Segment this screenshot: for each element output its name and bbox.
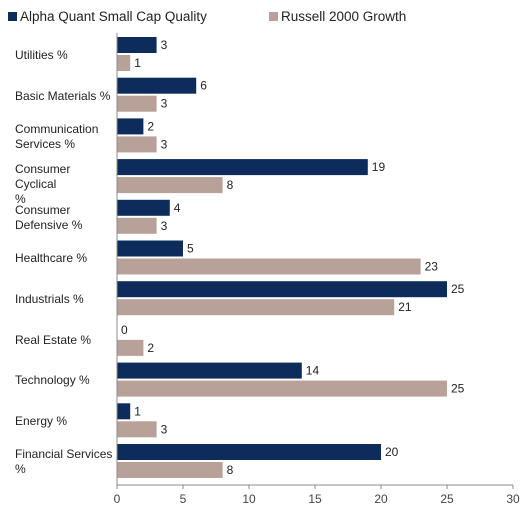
category-label: Utilities % bbox=[15, 47, 68, 62]
data-label: 0 bbox=[121, 323, 128, 337]
data-label: 20 bbox=[385, 445, 399, 459]
bar-alpha-quant bbox=[117, 403, 131, 420]
x-tick-label: 5 bbox=[180, 492, 187, 506]
data-label: 14 bbox=[306, 364, 320, 378]
bar-russell-2000 bbox=[117, 258, 421, 275]
data-label: 23 bbox=[425, 260, 439, 274]
data-label: 25 bbox=[451, 282, 465, 296]
bar-alpha-quant bbox=[117, 281, 447, 298]
bar-russell-2000 bbox=[117, 95, 157, 112]
legend-swatch-alpha-quant bbox=[8, 12, 17, 21]
bar-alpha-quant bbox=[117, 37, 157, 53]
category-label: Basic Materials % bbox=[15, 88, 111, 103]
category-label: Financial Services% bbox=[15, 447, 113, 477]
bar-russell-2000 bbox=[117, 177, 223, 194]
category-label: Industrials % bbox=[15, 292, 84, 307]
x-tick-label: 10 bbox=[242, 492, 256, 506]
bar-russell-2000 bbox=[117, 462, 223, 478]
x-tick-label: 25 bbox=[440, 492, 454, 506]
category-label: Communication Services % bbox=[15, 121, 99, 151]
bar-alpha-quant bbox=[117, 118, 144, 135]
data-label: 8 bbox=[227, 178, 234, 192]
bar-russell-2000 bbox=[117, 136, 157, 153]
legend-label-russell-2000: Russell 2000 Growth bbox=[281, 9, 407, 24]
x-tick-label: 15 bbox=[308, 492, 322, 506]
bar-alpha-quant bbox=[117, 240, 183, 257]
data-label: 2 bbox=[147, 119, 154, 133]
data-label: 1 bbox=[134, 404, 141, 418]
bar-alpha-quant bbox=[117, 199, 170, 216]
bar-russell-2000 bbox=[117, 421, 157, 438]
data-label: 5 bbox=[187, 242, 194, 256]
bar-russell-2000 bbox=[117, 55, 131, 71]
bar-alpha-quant bbox=[117, 444, 381, 460]
data-label: 21 bbox=[398, 300, 412, 314]
data-label: 2 bbox=[147, 341, 154, 355]
data-label: 3 bbox=[161, 219, 168, 233]
data-label: 6 bbox=[200, 79, 207, 93]
data-label: 8 bbox=[227, 463, 234, 477]
bar-russell-2000 bbox=[117, 217, 157, 234]
bar-alpha-quant bbox=[117, 159, 368, 176]
data-label: 3 bbox=[161, 38, 168, 52]
data-label: 4 bbox=[174, 201, 181, 215]
x-tick-label: 0 bbox=[114, 492, 121, 506]
bar-russell-2000 bbox=[117, 380, 447, 397]
legend-label-alpha-quant: Alpha Quant Small Cap Quality bbox=[20, 9, 207, 24]
data-label: 1 bbox=[134, 56, 141, 70]
category-label: Healthcare % bbox=[15, 251, 88, 266]
chart-legend: Alpha Quant Small Cap Quality Russell 20… bbox=[4, 9, 519, 27]
bar-russell-2000 bbox=[117, 339, 144, 356]
bar-russell-2000 bbox=[117, 299, 395, 316]
data-label: 25 bbox=[451, 382, 465, 396]
bar-alpha-quant bbox=[117, 77, 197, 94]
x-tick-label: 30 bbox=[506, 492, 520, 506]
data-label: 19 bbox=[372, 160, 386, 174]
category-label: Consumer Cyclical% bbox=[15, 162, 71, 207]
legend-item-russell-2000: Russell 2000 Growth bbox=[269, 9, 406, 24]
category-label: Real Estate % bbox=[15, 332, 92, 347]
legend-swatch-russell-2000 bbox=[269, 12, 278, 21]
data-label: 3 bbox=[161, 137, 168, 151]
legend-item-alpha-quant: Alpha Quant Small Cap Quality bbox=[8, 9, 207, 24]
category-label: Energy % bbox=[15, 414, 68, 429]
data-label: 3 bbox=[161, 97, 168, 111]
category-label: Consumer Defensive % bbox=[15, 203, 83, 233]
bar-alpha-quant bbox=[117, 362, 302, 379]
category-label: Technology % bbox=[15, 373, 90, 388]
data-label: 3 bbox=[161, 422, 168, 436]
x-tick-label: 20 bbox=[374, 492, 388, 506]
